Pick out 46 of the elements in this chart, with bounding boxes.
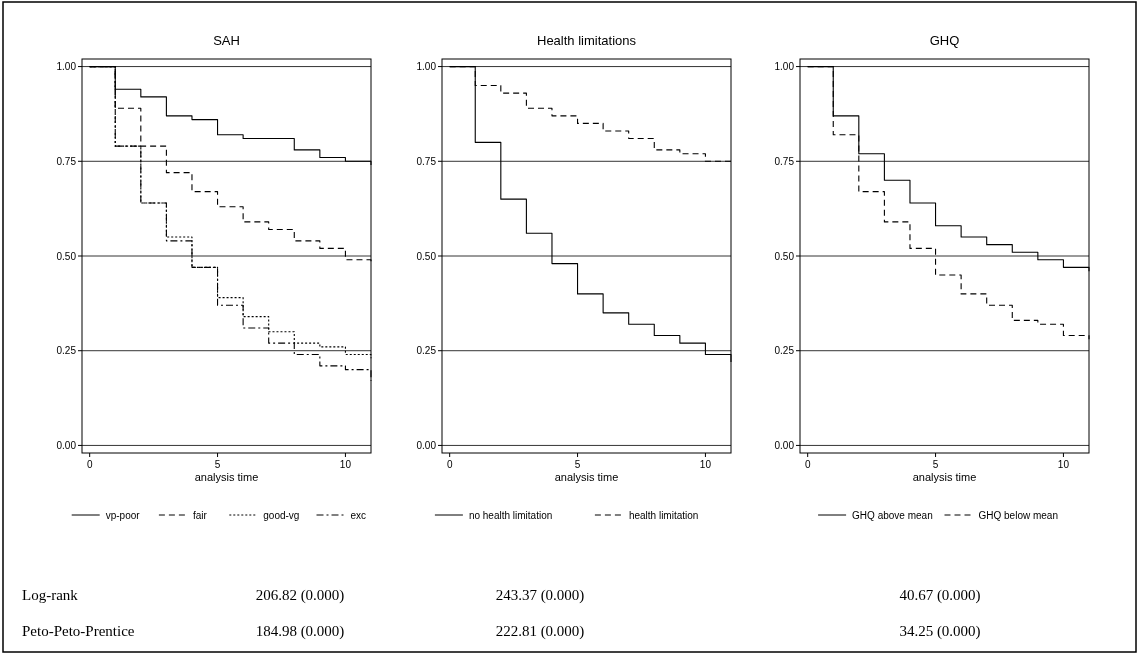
chart-title: Health limitations	[537, 33, 637, 48]
y-tick-label: 0.75	[416, 155, 437, 167]
y-tick-label: 1.00	[56, 61, 77, 73]
y-tick-label: 0.50	[416, 250, 437, 262]
text: Peto-Peto-Prentice	[22, 623, 135, 639]
y-tick-label: 1.00	[774, 61, 795, 73]
text: 222.81 (0.000)	[495, 623, 585, 640]
x-axis-title: analysis time	[554, 471, 619, 483]
y-tick-label: 1.00	[416, 61, 437, 73]
y-tick-label: 0.75	[774, 155, 795, 167]
y-tick-label: 0.00	[774, 439, 795, 451]
x-tick-label: 10	[699, 459, 712, 470]
x-tick-label: 5	[932, 459, 939, 470]
x-axis-title: analysis time	[912, 471, 977, 483]
x-tick-label: 0	[446, 459, 453, 470]
y-tick-label: 0.25	[774, 345, 795, 357]
y-tick-label: 0.00	[416, 439, 437, 451]
legend-label: vp-poor	[105, 509, 141, 521]
y-tick-label: 0.25	[56, 345, 77, 357]
x-tick-label: 5	[574, 459, 581, 470]
x-tick-label: 0	[86, 459, 93, 470]
text: Log-rank	[22, 587, 79, 603]
chart-title: SAH	[213, 33, 240, 48]
text: 34.25 (0.000)	[899, 623, 981, 640]
text: 40.67 (0.000)	[899, 587, 981, 604]
text: 184.98 (0.000)	[255, 623, 345, 640]
legend-label: fair	[192, 509, 208, 521]
legend-label: good-vg	[263, 509, 300, 521]
x-tick-label: 10	[1057, 459, 1070, 470]
y-tick-label: 0.00	[56, 439, 77, 451]
text: 206.82 (0.000)	[255, 587, 345, 604]
legend-label: no health limitation	[468, 509, 553, 521]
y-tick-label: 0.75	[56, 155, 77, 167]
legend-label: GHQ below mean	[978, 509, 1058, 521]
x-tick-label: 10	[339, 459, 352, 470]
y-tick-label: 0.25	[416, 345, 437, 357]
y-tick-label: 0.50	[56, 250, 77, 262]
x-tick-label: 0	[804, 459, 811, 470]
legend-label: exc	[350, 509, 367, 521]
x-axis-title: analysis time	[194, 471, 259, 483]
legend-label: health limitation	[628, 509, 699, 521]
chart-title: GHQ	[929, 33, 960, 48]
x-tick-label: 5	[214, 459, 221, 470]
y-tick-label: 0.50	[774, 250, 795, 262]
legend-label: GHQ above mean	[852, 509, 933, 521]
text: 243.37 (0.000)	[495, 587, 585, 604]
